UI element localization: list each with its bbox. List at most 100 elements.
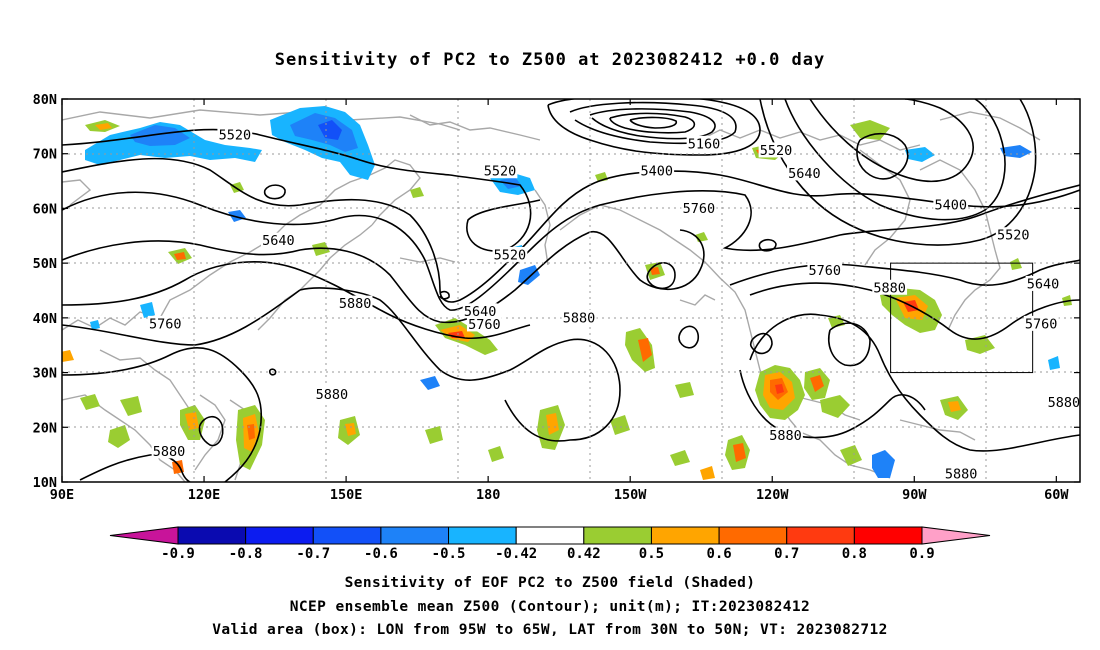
contour-label: 5640 <box>1027 276 1060 292</box>
contour-label-bg <box>1023 315 1059 331</box>
contour-label: 5880 <box>339 296 372 312</box>
caption-valid-area: Valid area (box): LON from 95W to 65W, L… <box>212 622 888 638</box>
lat-tick-label: 70N <box>33 147 57 163</box>
contour-label: 5520 <box>997 228 1030 244</box>
colorbar-label: 0.42 <box>567 546 601 562</box>
lon-tick-label: 90E <box>50 487 74 503</box>
contour-label: 5880 <box>769 428 802 444</box>
contour-label: 5400 <box>640 164 673 180</box>
contour-label-bg <box>561 309 597 325</box>
lon-tick-label: 60W <box>1044 487 1069 503</box>
contour-label-bg <box>787 165 822 181</box>
colorbar-swatch <box>718 526 788 545</box>
contour-label-bg <box>995 227 1031 243</box>
z500-contours <box>62 99 1080 482</box>
colorbar-swatch <box>650 526 720 545</box>
colorbar-label: 0.7 <box>774 546 799 562</box>
contour-label: 5400 <box>934 198 967 214</box>
colorbar-swatch <box>583 526 652 545</box>
contour-label: 5880 <box>563 310 596 326</box>
contour-label: 5520 <box>484 164 517 180</box>
contour-label-bg <box>768 427 803 443</box>
colorbar-swatch <box>515 526 585 545</box>
contour-label: 5880 <box>1048 395 1081 411</box>
lat-tick-label: 30N <box>33 366 57 382</box>
contour-label-bg <box>260 232 296 248</box>
contour-label: 5640 <box>464 304 497 320</box>
contour-label-bg <box>466 316 502 332</box>
contour-label: 5520 <box>219 128 252 144</box>
contour-label: 5880 <box>316 387 349 403</box>
contour-label: 5520 <box>494 247 527 263</box>
contour-label: 5760 <box>1025 316 1058 332</box>
contour-label-bg <box>807 262 843 278</box>
colorbar-label: -0.6 <box>364 546 398 562</box>
contour-label-bg <box>943 465 979 481</box>
contour-label: 5760 <box>809 263 842 279</box>
contour-label-bg <box>482 163 518 179</box>
colorbar-swatch <box>786 526 855 545</box>
contour-label-bg <box>933 197 969 213</box>
lon-tick-label: 180 <box>476 487 500 503</box>
contour-label-bg <box>639 163 675 179</box>
colorbar-high-triangle <box>921 526 991 545</box>
colorbar-label: 0.6 <box>706 546 731 562</box>
contour-label-bg <box>1046 394 1080 410</box>
colorbar-label: -0.7 <box>296 546 330 562</box>
contour-label-bg <box>151 443 187 459</box>
latitude-axis: 80N 70N 60N 50N 40N 30N 20N 10N <box>33 92 1080 491</box>
colorbar-swatch <box>177 526 247 545</box>
colorbar: -0.9 -0.8 -0.7 -0.6 -0.5 -0.42 0.42 0.5 0.6 0.7 0.… <box>109 526 991 562</box>
lat-tick-label: 80N <box>33 92 57 108</box>
lon-tick-label: 90W <box>902 487 927 503</box>
contour-label-bg <box>686 135 722 151</box>
contour-label-bg <box>872 279 908 295</box>
contour-label-bg <box>337 295 373 311</box>
contour-label-bg <box>314 386 350 402</box>
contour-label: 5880 <box>945 466 978 482</box>
contour-label-bg <box>1025 275 1061 291</box>
colorbar-swatch <box>448 526 517 545</box>
colorbar-label: -0.42 <box>495 546 537 562</box>
contour-label: 5640 <box>788 166 821 182</box>
lat-tick-label: 20N <box>33 420 57 436</box>
lon-tick-label: 120E <box>188 487 221 503</box>
gridlines <box>62 99 1080 482</box>
colorbar-swatch <box>853 526 923 545</box>
colorbar-low-triangle <box>109 526 179 545</box>
contour-label-bg <box>758 142 794 158</box>
longitude-axis: 90E 120E 150E 180 150W 120W 90W 60W <box>50 99 1069 503</box>
positive-sensitivity-shading <box>62 120 1072 480</box>
colorbar-label: 0.8 <box>842 546 867 562</box>
contour-label-bg <box>462 303 498 319</box>
caption-contour: NCEP ensemble mean Z500 (Contour); unit(… <box>289 599 811 615</box>
colorbar-swatch <box>245 526 314 545</box>
colorbar-label: -0.8 <box>229 546 263 562</box>
contour-label-bg <box>217 127 253 143</box>
colorbar-swatch <box>380 526 450 545</box>
contour-label: 5640 <box>262 233 295 249</box>
caption-shading: Sensitivity of EOF PC2 to Z500 field (Sh… <box>344 575 756 591</box>
lat-tick-label: 50N <box>33 256 57 272</box>
chart-title: Sensitivity of PC2 to Z500 at 2023082412… <box>274 50 826 70</box>
contour-label: 5760 <box>683 201 716 217</box>
lat-tick-label: 10N <box>33 475 57 491</box>
contour-label-bg <box>147 315 183 331</box>
lat-tick-label: 40N <box>33 311 57 327</box>
colorbar-label: 0.9 <box>909 546 934 562</box>
contour-label-bg <box>681 200 717 216</box>
contour-label: 5880 <box>153 444 186 460</box>
colorbar-label: -0.9 <box>161 546 195 562</box>
colorbar-label: 0.5 <box>639 546 664 562</box>
colorbar-label: -0.5 <box>432 546 466 562</box>
contour-label: 5520 <box>760 143 793 159</box>
contour-label: 5760 <box>468 317 501 333</box>
contour-label: 5160 <box>688 136 721 152</box>
map-frame <box>61 98 1081 483</box>
lon-tick-label: 120W <box>756 487 789 503</box>
lon-tick-label: 150E <box>330 487 363 503</box>
contour-label-bg <box>492 246 528 262</box>
